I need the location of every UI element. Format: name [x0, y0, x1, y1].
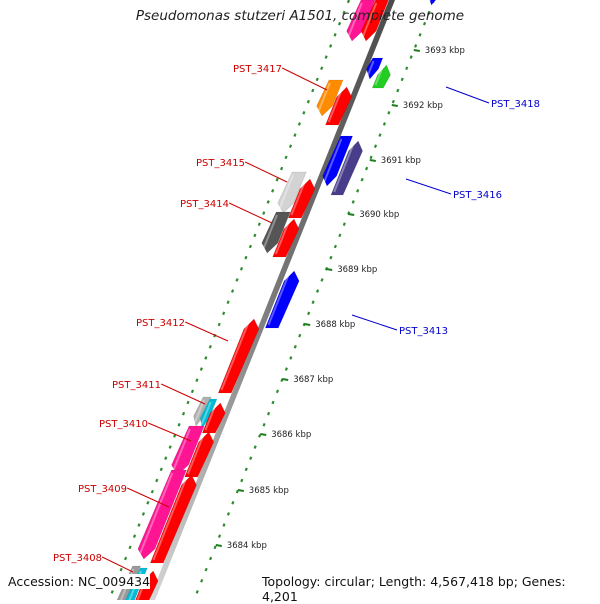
gene-label[interactable]: PST_3415 [196, 158, 245, 169]
gene-label-leader [405, 178, 452, 195]
cds-cyan-3411 [199, 398, 218, 429]
tick-label: 3684 kbp [227, 541, 267, 551]
tick-label: 3690 kbp [359, 210, 399, 220]
inner-dotted-track [107, 0, 351, 600]
cds-red-3411-highlight [204, 406, 216, 431]
cds-darkgray-3414-highlight [262, 214, 278, 250]
gene-label[interactable]: PST_3411 [112, 380, 161, 391]
cds-blue-3416a-highlight [323, 138, 343, 183]
cds-pink-3409-highlight [138, 472, 174, 556]
gene-label-leader [126, 487, 170, 508]
tick-mark [282, 378, 289, 381]
cds-pink-top [346, 0, 376, 42]
gene-label[interactable]: PST_3409 [78, 484, 127, 495]
gene-label[interactable]: PST_3410 [99, 419, 148, 430]
gene-label-leader [160, 383, 206, 405]
tick-label: 3687 kbp [293, 375, 333, 385]
cds-red-3411 [201, 402, 226, 434]
accession-text: Accession: NC_009434 [8, 574, 151, 589]
tick-label: 3693 kbp [425, 46, 465, 56]
tick-mark [260, 433, 267, 436]
gene-label[interactable]: PST_3412 [136, 318, 185, 329]
tick-mark [391, 104, 398, 107]
cds-red-3412-highlight [220, 322, 250, 391]
cds-red-3414-highlight [274, 222, 290, 255]
genome-backbone [149, 0, 395, 600]
cds-green-3418 [371, 64, 391, 89]
tick-mark [326, 268, 333, 271]
tick-label: 3685 kbp [249, 486, 289, 496]
gene-label[interactable]: PST_3413 [399, 326, 448, 337]
cds-pink-3410-highlight [172, 428, 191, 472]
cds-blue-3418-highlight [367, 60, 375, 76]
gene-label[interactable]: PST_3416 [453, 190, 502, 201]
tick-mark [304, 323, 311, 326]
cds-red-3417-highlight [327, 90, 343, 123]
cds-green-3418-highlight [374, 68, 383, 86]
gene-label[interactable]: PST_3414 [180, 199, 229, 210]
cds-blue-top [429, 0, 437, 6]
cds-red-3410-highlight [186, 435, 205, 475]
cds-pink-top-highlight [347, 2, 363, 38]
cds-navy-3416b [330, 140, 363, 196]
cds-pink-3409 [137, 469, 187, 560]
gene-label-leader [244, 161, 288, 183]
gene-label[interactable]: PST_3408 [53, 553, 102, 564]
gene-label-leader [101, 556, 134, 573]
cds-lightgray-3415-highlight [278, 174, 294, 210]
cds-red-3409-highlight [152, 478, 187, 561]
gene-label-leader [228, 202, 273, 224]
cds-red-3412 [217, 318, 260, 394]
tick-label: 3692 kbp [403, 101, 443, 111]
cds-red-3415 [287, 178, 316, 219]
tick-label: 3691 kbp [381, 156, 421, 166]
tick-label: 3689 kbp [337, 265, 377, 275]
cds-gray-3411-highlight [194, 399, 205, 423]
tick-mark [348, 213, 355, 216]
tick-mark [215, 544, 222, 547]
cds-red-top [360, 0, 389, 42]
cds-blue-3413-highlight [267, 274, 290, 326]
genome-title: Pseudomonas stutzeri A1501, complete gen… [135, 8, 465, 24]
gene-label-leader [351, 314, 398, 331]
cds-orange-highlight [317, 82, 331, 113]
tick-mark [369, 159, 376, 162]
cds-darkgray-3414 [261, 211, 291, 254]
cds-lightgray-3415 [277, 171, 307, 214]
cds-navy-3416b-highlight [333, 144, 354, 193]
gene-label-leader [445, 86, 490, 104]
tick-label: 3686 kbp [271, 430, 311, 440]
cds-gray-3411 [193, 396, 212, 427]
tick-mark [413, 49, 420, 52]
gene-label[interactable]: PST_3418 [491, 99, 540, 110]
gene-label-leader [281, 67, 328, 91]
tick-mark [237, 489, 244, 492]
cds-blue-3418 [366, 57, 384, 80]
gene-label-leader [148, 422, 192, 442]
cds-red-3409 [149, 474, 197, 564]
cds-blue-3416a [322, 135, 354, 187]
topology-text: Topology: circular; Length: 4,567,418 bp… [262, 574, 600, 604]
cds-orange [316, 79, 344, 117]
cds-red-top-highlight [361, 2, 378, 38]
tick-label: 3688 kbp [315, 320, 355, 330]
gene-label[interactable]: PST_3417 [233, 64, 282, 75]
cds-cyan-3411-highlight [200, 401, 212, 425]
cds-blue-top-highlight [428, 0, 432, 2]
cds-blue-3413 [264, 270, 300, 329]
cds-red-3410 [184, 431, 215, 478]
cds-red-3415-highlight [290, 182, 306, 216]
gene-label-leader [184, 321, 229, 342]
cds-red-3417 [325, 86, 353, 126]
cds-red-3414 [272, 218, 300, 258]
